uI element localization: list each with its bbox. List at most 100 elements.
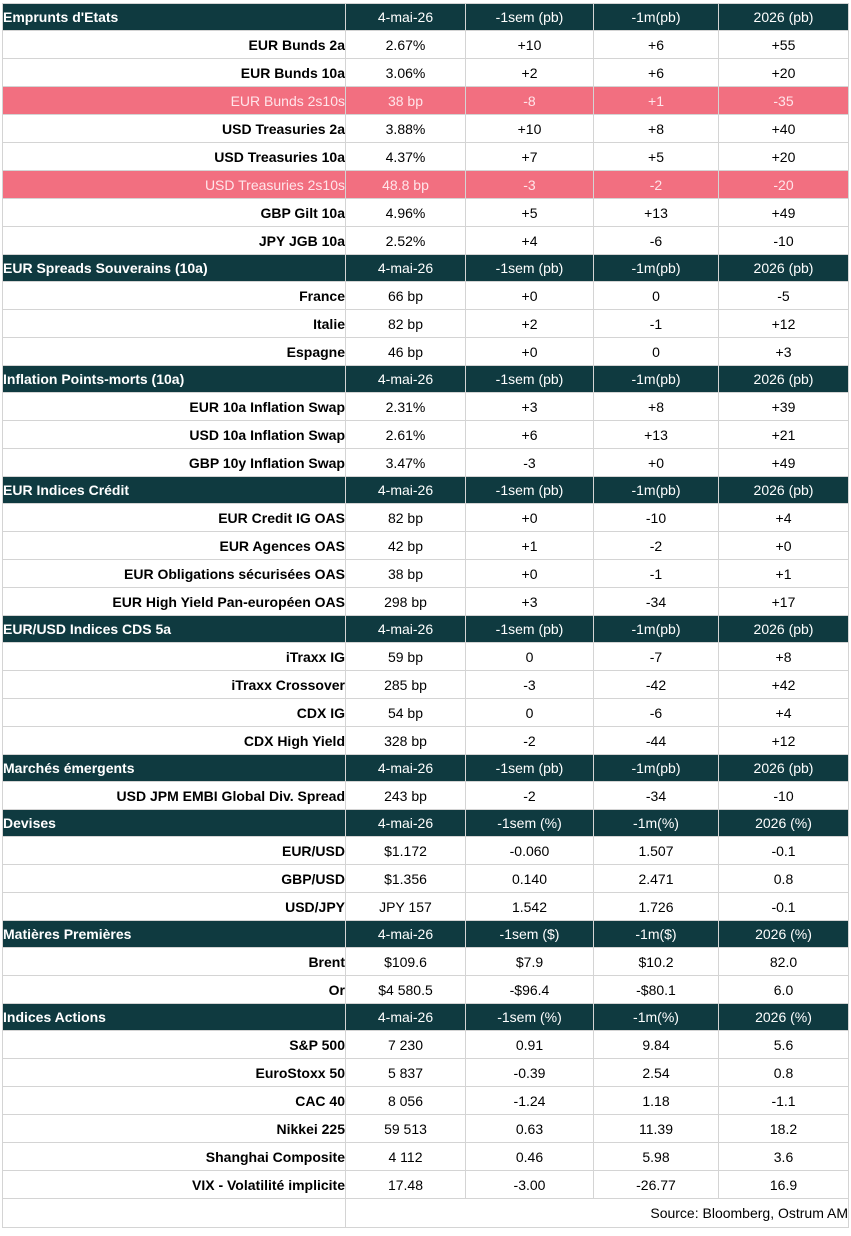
value-cell: -5 bbox=[718, 281, 849, 310]
table-row: EUR Obligations sécurisées OAS 38 bp +0 -1 +… bbox=[2, 559, 849, 588]
value-cell: +20 bbox=[718, 58, 849, 87]
value-cell: 1.542 bbox=[465, 892, 594, 921]
value-cell: 3.47% bbox=[345, 448, 466, 477]
column-header: -1sem (%) bbox=[465, 1003, 594, 1031]
value-cell: 82 bp bbox=[345, 503, 466, 532]
value-cell: 4.96% bbox=[345, 198, 466, 227]
section-header-indices-actions: Indices Actions 4-mai-26 -1sem (%) -1m(%) 20… bbox=[2, 1003, 849, 1031]
highlighted-table-row: EUR Bunds 2s10s 38 bp -8 +1 -35 bbox=[2, 86, 849, 115]
column-header: -1m(%) bbox=[593, 809, 719, 837]
value-cell: 328 bp bbox=[345, 726, 466, 755]
section-title: Devises bbox=[2, 809, 346, 837]
value-cell: +2 bbox=[465, 309, 594, 338]
column-header: -1sem (pb) bbox=[465, 365, 594, 393]
table-row: iTraxx IG 59 bp 0 -7 +8 bbox=[2, 642, 849, 671]
value-cell: 1.18 bbox=[593, 1086, 719, 1115]
value-cell: 38 bp bbox=[345, 559, 466, 588]
table-row: GBP/USD $1.356 0.140 2.471 0.8 bbox=[2, 864, 849, 893]
value-cell: -2 bbox=[593, 531, 719, 560]
table-row: CAC 40 8 056 -1.24 1.18 -1.1 bbox=[2, 1086, 849, 1115]
column-header: -1sem (pb) bbox=[465, 476, 594, 504]
section-header-eur-spreads-souverains-10a: EUR Spreads Souverains (10a) 4-mai-26 -1se… bbox=[2, 254, 849, 282]
value-cell: -3.00 bbox=[465, 1170, 594, 1199]
row-label: EUR Agences OAS bbox=[2, 531, 346, 560]
section-title: EUR Spreads Souverains (10a) bbox=[2, 254, 346, 282]
value-cell: +8 bbox=[593, 392, 719, 421]
column-header: -1sem (%) bbox=[465, 809, 594, 837]
value-cell: +1 bbox=[465, 531, 594, 560]
row-label: CDX IG bbox=[2, 698, 346, 727]
value-cell: -10 bbox=[593, 503, 719, 532]
table-row: USD/JPY JPY 157 1.542 1.726 -0.1 bbox=[2, 892, 849, 921]
column-header: 2026 (pb) bbox=[718, 615, 849, 643]
column-header: 4-mai-26 bbox=[345, 476, 466, 504]
table-row: EuroStoxx 50 5 837 -0.39 2.54 0.8 bbox=[2, 1058, 849, 1087]
value-cell: 16.9 bbox=[718, 1170, 849, 1199]
row-label: Italie bbox=[2, 309, 346, 338]
value-cell: +10 bbox=[465, 114, 594, 143]
value-cell: 0.63 bbox=[465, 1114, 594, 1143]
value-cell: -0.1 bbox=[718, 892, 849, 921]
value-cell: 66 bp bbox=[345, 281, 466, 310]
value-cell: JPY 157 bbox=[345, 892, 466, 921]
row-label: Or bbox=[2, 975, 346, 1004]
value-cell: +1 bbox=[593, 86, 719, 115]
value-cell: +6 bbox=[593, 30, 719, 59]
table-row: EUR Bunds 10a 3.06% +2 +6 +20 bbox=[2, 58, 849, 87]
value-cell: +0 bbox=[465, 559, 594, 588]
column-header: -1m(pb) bbox=[593, 476, 719, 504]
value-cell: 2.54 bbox=[593, 1058, 719, 1087]
table-row: USD Treasuries 10a 4.37% +7 +5 +20 bbox=[2, 142, 849, 171]
value-cell: 42 bp bbox=[345, 531, 466, 560]
value-cell: 243 bp bbox=[345, 781, 466, 810]
value-cell: +4 bbox=[465, 226, 594, 255]
table-row: USD JPM EMBI Global Div. Spread 243 bp -2-… bbox=[2, 781, 849, 810]
section-title: Indices Actions bbox=[2, 1003, 346, 1031]
value-cell: +8 bbox=[718, 642, 849, 671]
row-label: Espagne bbox=[2, 337, 346, 366]
column-header: -1m($) bbox=[593, 920, 719, 948]
table-row: JPY JGB 10a 2.52% +4 -6 -10 bbox=[2, 226, 849, 255]
market-data-table-body: Emprunts d'Etats 4-mai-26 -1sem (pb) -1m(pb… bbox=[2, 3, 849, 1228]
table-row: Nikkei 225 59 513 0.63 11.39 18.2 bbox=[2, 1114, 849, 1143]
table-row: USD Treasuries 2a 3.88% +10 +8 +40 bbox=[2, 114, 849, 143]
column-header: -1m(%) bbox=[593, 1003, 719, 1031]
column-header: -1m(pb) bbox=[593, 3, 719, 31]
value-cell: +0 bbox=[465, 281, 594, 310]
value-cell: -3 bbox=[465, 670, 594, 699]
column-header: 4-mai-26 bbox=[345, 365, 466, 393]
value-cell: -42 bbox=[593, 670, 719, 699]
value-cell: 59 bp bbox=[345, 642, 466, 671]
column-header: -1sem ($) bbox=[465, 920, 594, 948]
market-data-table: Emprunts d'Etats 4-mai-26 -1sem (pb) -1m(pb… bbox=[2, 3, 849, 1228]
row-label: USD Treasuries 10a bbox=[2, 142, 346, 171]
value-cell: +10 bbox=[465, 30, 594, 59]
column-header: -1sem (pb) bbox=[465, 615, 594, 643]
section-title: Emprunts d'Etats bbox=[2, 3, 346, 31]
value-cell: -6 bbox=[593, 226, 719, 255]
value-cell: -10 bbox=[718, 781, 849, 810]
value-cell: 59 513 bbox=[345, 1114, 466, 1143]
value-cell: +12 bbox=[718, 726, 849, 755]
table-row: USD 10a Inflation Swap 2.61% +6 +13 +21 bbox=[2, 420, 849, 449]
row-label: EUR Obligations sécurisées OAS bbox=[2, 559, 346, 588]
value-cell: +6 bbox=[593, 58, 719, 87]
value-cell: +8 bbox=[593, 114, 719, 143]
column-header: 2026 (%) bbox=[718, 809, 849, 837]
column-header: -1m(pb) bbox=[593, 254, 719, 282]
column-header: -1m(pb) bbox=[593, 754, 719, 782]
value-cell: +40 bbox=[718, 114, 849, 143]
table-row: CDX IG 54 bp 0 -6 +4 bbox=[2, 698, 849, 727]
value-cell: 285 bp bbox=[345, 670, 466, 699]
value-cell: -0.39 bbox=[465, 1058, 594, 1087]
value-cell: $10.2 bbox=[593, 947, 719, 976]
row-label: EUR Bunds 2a bbox=[2, 30, 346, 59]
value-cell: -2 bbox=[593, 170, 719, 199]
section-title: EUR Indices Crédit bbox=[2, 476, 346, 504]
value-cell: +6 bbox=[465, 420, 594, 449]
section-title: Inflation Points-morts (10a) bbox=[2, 365, 346, 393]
value-cell: $1.356 bbox=[345, 864, 466, 893]
value-cell: 4.37% bbox=[345, 142, 466, 171]
row-label: GBP/USD bbox=[2, 864, 346, 893]
value-cell: +55 bbox=[718, 30, 849, 59]
